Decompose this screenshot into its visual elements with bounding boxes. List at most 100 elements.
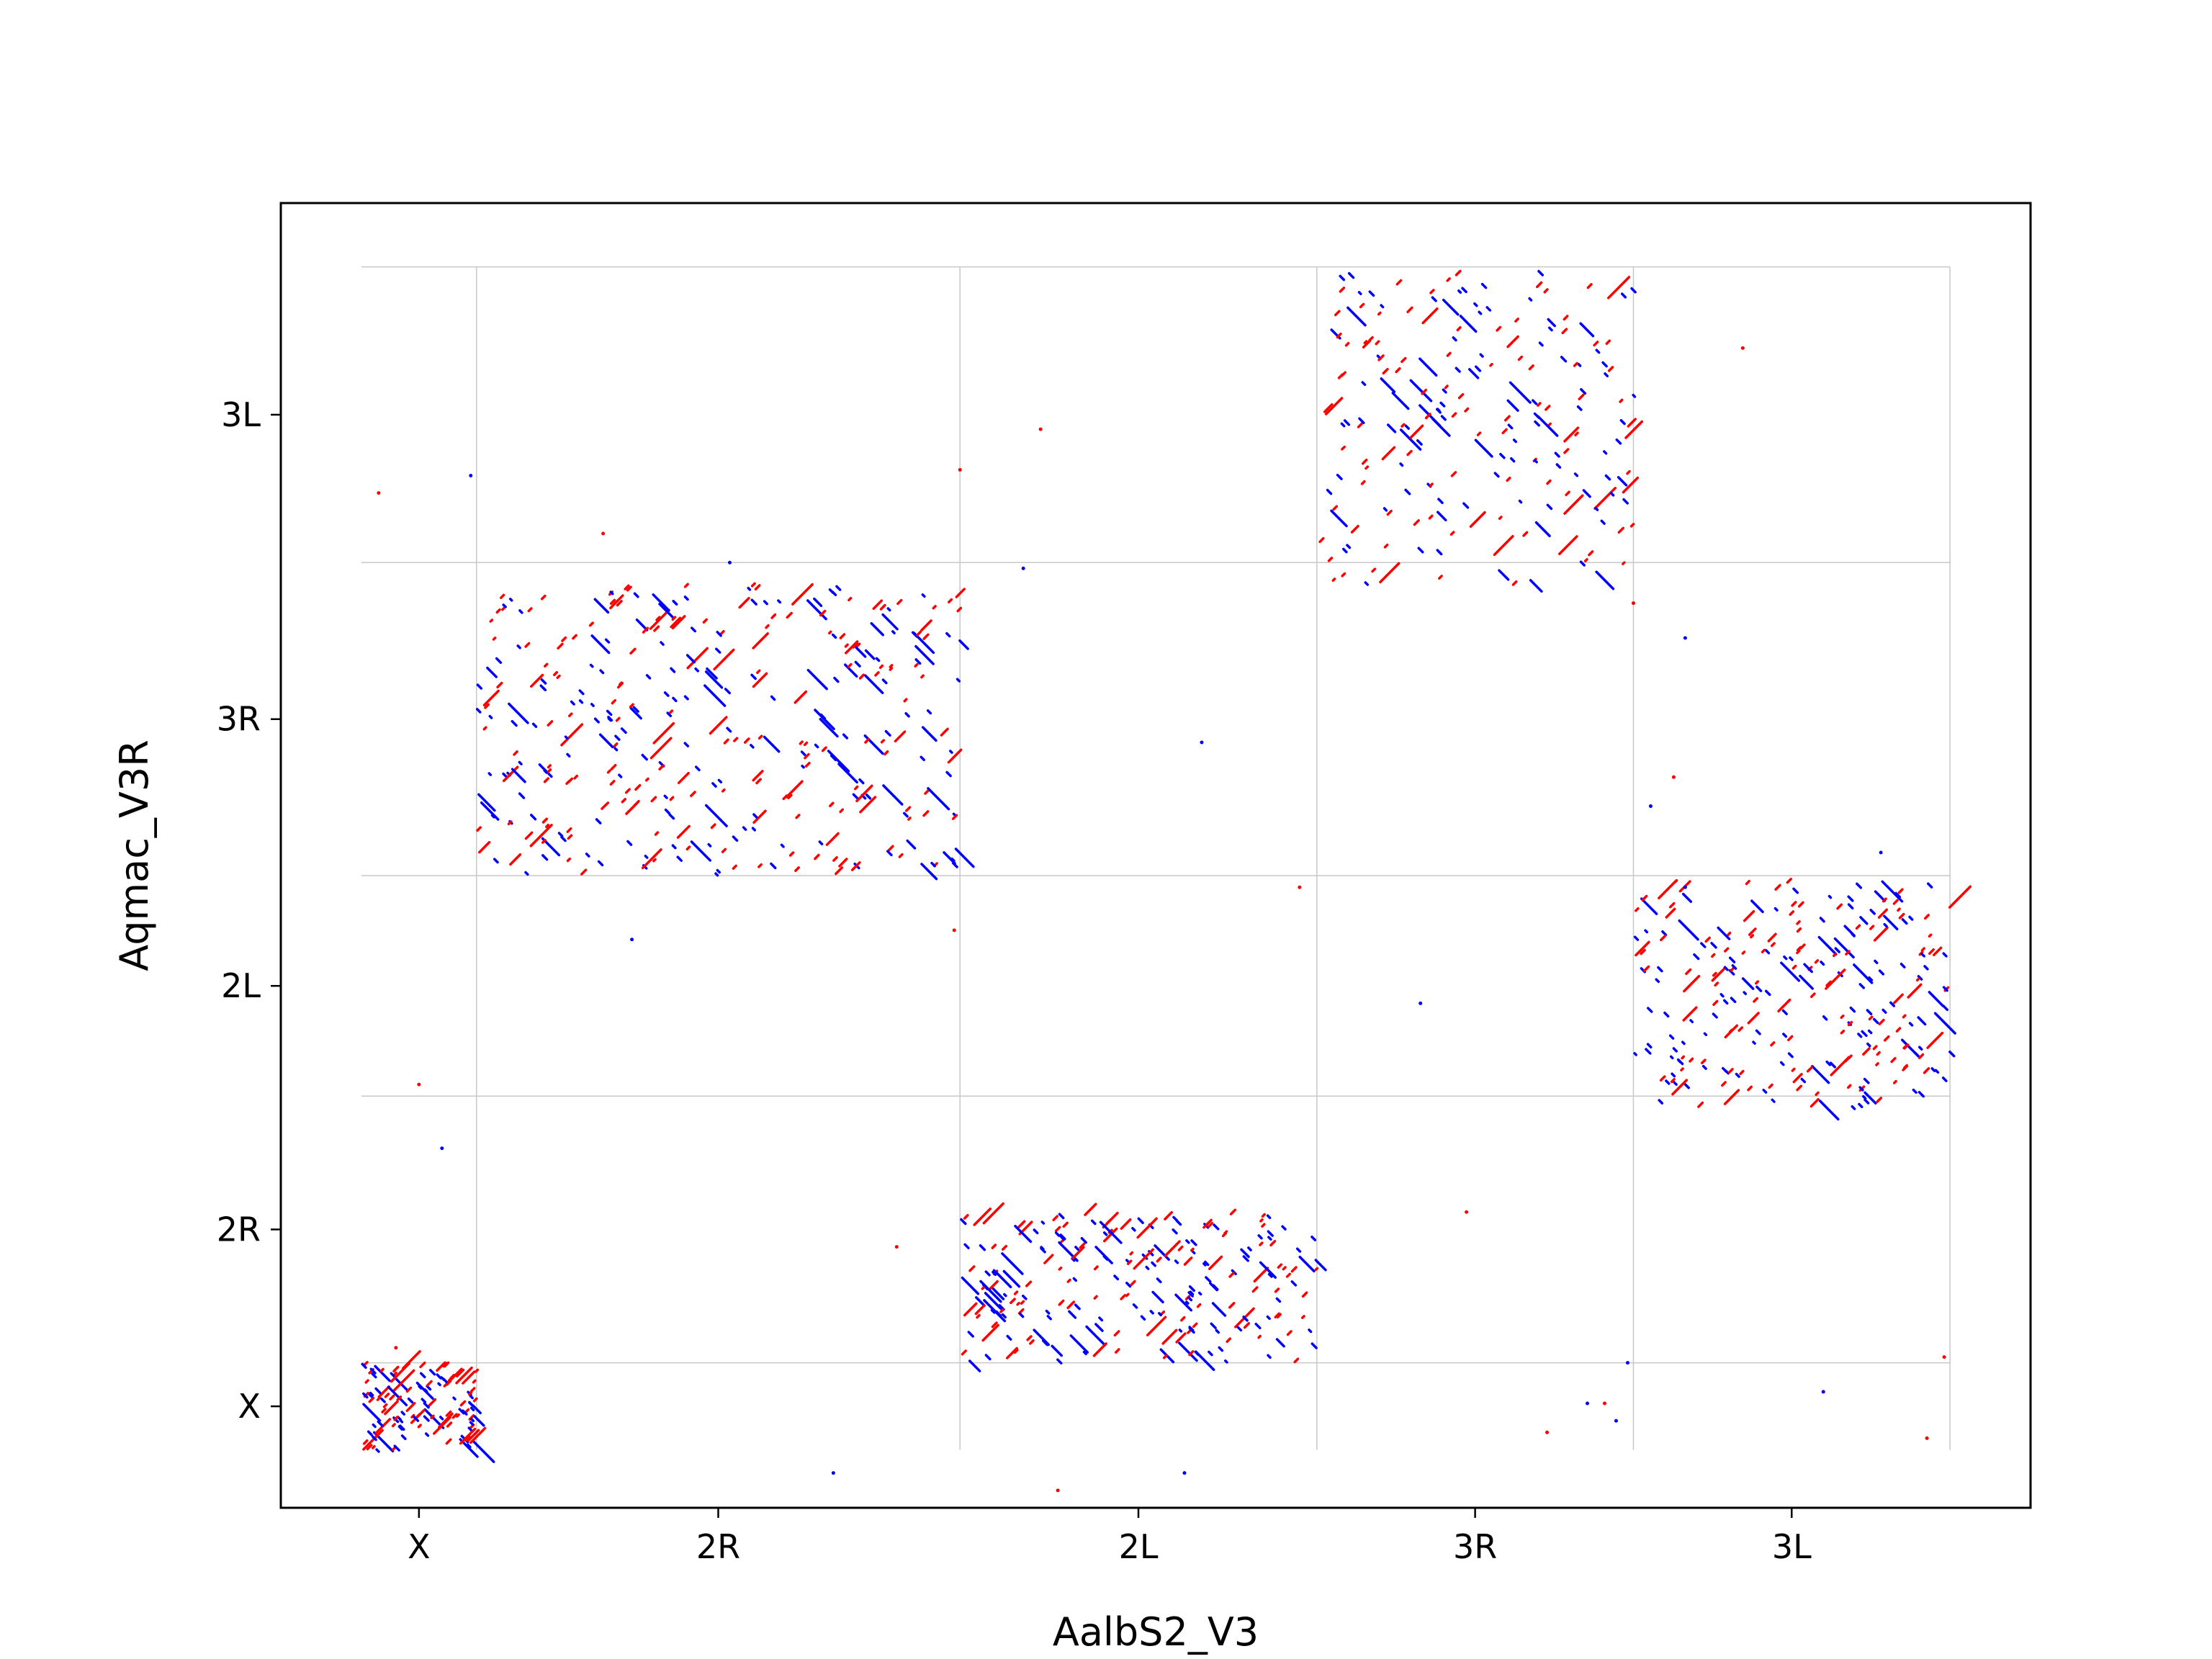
alignment-segment bbox=[1046, 1315, 1052, 1321]
alignment-point bbox=[894, 1245, 899, 1249]
alignment-segment bbox=[377, 1420, 384, 1427]
alignment-segment bbox=[1450, 471, 1457, 477]
alignment-segment bbox=[400, 1411, 405, 1416]
alignment-segment bbox=[364, 1379, 369, 1384]
alignment-segment bbox=[1573, 361, 1578, 367]
alignment-segment bbox=[1327, 557, 1334, 562]
alignment-segment bbox=[1917, 1053, 1925, 1059]
alignment-segment bbox=[380, 1397, 386, 1403]
alignment-point bbox=[952, 928, 956, 932]
alignment-segment bbox=[1056, 1358, 1063, 1364]
alignment-segment bbox=[1340, 422, 1346, 428]
alignment-segment bbox=[738, 596, 750, 609]
alignment-segment bbox=[1033, 1228, 1039, 1235]
alignment-segment bbox=[804, 761, 811, 768]
alignment-segment bbox=[1267, 1236, 1272, 1241]
alignment-segment bbox=[1461, 287, 1467, 294]
alignment-segment bbox=[1188, 1326, 1195, 1332]
alignment-segment bbox=[1476, 431, 1482, 436]
alignment-segment bbox=[509, 853, 522, 866]
alignment-segment bbox=[664, 808, 671, 815]
alignment-segment bbox=[1710, 942, 1717, 949]
alignment-segment bbox=[1923, 914, 1930, 920]
alignment-segment bbox=[1158, 1312, 1163, 1317]
alignment-segment bbox=[1797, 901, 1804, 908]
alignment-segment bbox=[565, 780, 570, 786]
alignment-segment bbox=[1825, 1060, 1832, 1066]
x-tick-label: 2L bbox=[1119, 1527, 1159, 1566]
alignment-segment bbox=[1267, 1272, 1273, 1278]
alignment-segment bbox=[1728, 1028, 1734, 1033]
alignment-segment bbox=[1154, 1244, 1170, 1261]
alignment-segment bbox=[1661, 930, 1668, 937]
alignment-segment bbox=[419, 1362, 426, 1369]
alignment-segment bbox=[1847, 895, 1854, 902]
alignment-segment bbox=[1622, 476, 1640, 494]
alignment-segment bbox=[1727, 931, 1732, 937]
alignment-segment bbox=[1314, 1259, 1327, 1272]
alignment-segment bbox=[658, 603, 675, 619]
alignment-segment bbox=[487, 772, 493, 776]
alignment-segment bbox=[609, 605, 613, 610]
alignment-segment bbox=[652, 858, 657, 863]
alignment-segment bbox=[390, 1372, 395, 1377]
alignment-segment bbox=[1818, 1100, 1840, 1121]
alignment-segment bbox=[1421, 307, 1439, 325]
alignment-point bbox=[1298, 885, 1302, 889]
alignment-segment bbox=[1560, 356, 1568, 363]
alignment-segment bbox=[541, 839, 547, 844]
alignment-segment bbox=[590, 634, 611, 655]
alignment-segment bbox=[1658, 1099, 1664, 1105]
alignment-segment bbox=[1259, 1241, 1264, 1246]
alignment-segment bbox=[613, 747, 619, 752]
alignment-segment bbox=[1617, 526, 1624, 534]
alignment-segment bbox=[1339, 274, 1346, 282]
alignment-segment bbox=[1298, 1255, 1316, 1273]
alignment-segment bbox=[489, 619, 494, 623]
alignment-segment bbox=[1796, 949, 1801, 955]
alignment-point bbox=[1200, 740, 1204, 745]
alignment-segment bbox=[750, 744, 755, 749]
alignment-segment bbox=[368, 1396, 375, 1403]
alignment-segment bbox=[1803, 963, 1813, 974]
alignment-segment bbox=[1576, 405, 1583, 411]
alignment-segment bbox=[945, 631, 951, 638]
alignment-segment bbox=[518, 760, 523, 765]
alignment-segment bbox=[1920, 947, 1925, 952]
alignment-segment bbox=[704, 804, 728, 827]
alignment-segment bbox=[372, 1444, 376, 1449]
alignment-segment bbox=[1781, 1009, 1788, 1015]
alignment-segment bbox=[1747, 1085, 1753, 1092]
alignment-segment bbox=[1633, 1052, 1637, 1056]
alignment-segment bbox=[855, 646, 867, 658]
alignment-segment bbox=[545, 823, 550, 828]
alignment-segment bbox=[613, 742, 619, 747]
alignment-segment bbox=[1286, 1330, 1292, 1336]
alignment-segment bbox=[516, 644, 521, 649]
alignment-segment bbox=[1622, 561, 1626, 565]
alignment-segment bbox=[1681, 892, 1693, 904]
alignment-segment bbox=[1933, 1012, 1956, 1035]
alignment-segment bbox=[1683, 1083, 1690, 1089]
alignment-segment bbox=[683, 742, 690, 747]
alignment-segment bbox=[713, 648, 735, 671]
alignment-segment bbox=[1293, 1357, 1300, 1364]
alignment-segment bbox=[1796, 920, 1801, 925]
alignment-segment bbox=[770, 613, 777, 619]
alignment-segment bbox=[733, 737, 739, 742]
alignment-segment bbox=[844, 643, 849, 648]
alignment-segment bbox=[1563, 494, 1584, 515]
alignment-segment bbox=[757, 734, 763, 740]
alignment-segment bbox=[1409, 424, 1424, 439]
x-tick-label: 3R bbox=[1453, 1527, 1497, 1566]
alignment-segment bbox=[864, 674, 884, 694]
alignment-segment bbox=[1761, 948, 1766, 953]
alignment-segment bbox=[1517, 355, 1524, 361]
alignment-segment bbox=[894, 730, 907, 743]
alignment-segment bbox=[1437, 511, 1447, 522]
alignment-segment bbox=[1622, 498, 1629, 505]
alignment-segment bbox=[752, 672, 768, 688]
alignment-segment bbox=[1814, 959, 1820, 964]
alignment-segment bbox=[531, 722, 538, 728]
alignment-segment bbox=[462, 1409, 468, 1416]
